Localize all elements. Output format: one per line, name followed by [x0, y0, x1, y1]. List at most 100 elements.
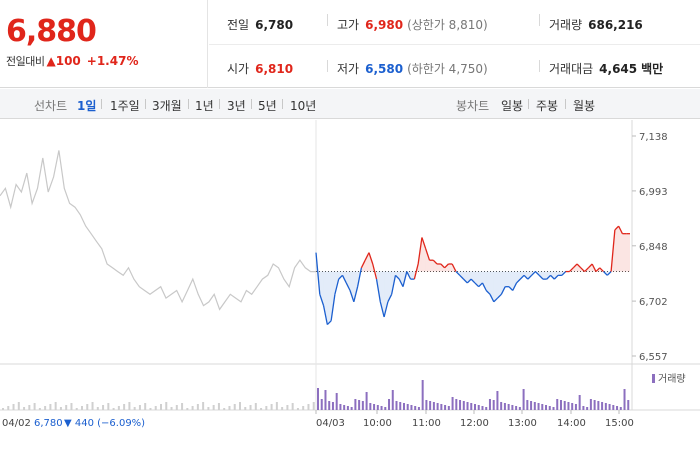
- up-area: [365, 252, 369, 272]
- stat-amount: 거래대금 4,645 백만: [549, 60, 663, 77]
- volume-bar: [335, 393, 338, 410]
- period-3y[interactable]: 3년: [227, 99, 246, 113]
- change-label: 전일대비: [6, 55, 45, 68]
- current-price-panel: 6,880 전일대비 ▲100 +1.47%: [0, 0, 208, 88]
- up-area: [448, 263, 453, 272]
- volume-bar: [331, 402, 334, 410]
- stat-value: 6,980: [365, 18, 404, 32]
- prev-volume-bar: [181, 403, 184, 410]
- down-area: [539, 271, 543, 280]
- down-area: [505, 271, 509, 287]
- prev-volume-bar: [265, 406, 268, 410]
- today-line-segment: [364, 252, 370, 261]
- prev-day-label: 04/02: [2, 418, 31, 429]
- volume-bar: [425, 400, 428, 410]
- up-area: [622, 233, 627, 272]
- today-line-segment: [546, 274, 552, 280]
- down-area: [399, 271, 404, 287]
- today-line-segment: [591, 263, 597, 272]
- today-line-segment: [334, 278, 340, 295]
- period-1w[interactable]: 1주일: [110, 99, 140, 113]
- today-line-segment: [360, 259, 366, 269]
- volume-bar: [541, 404, 544, 410]
- volume-bar: [369, 403, 372, 410]
- prev-volume-bar: [70, 403, 73, 410]
- today-line-segment: [572, 263, 578, 269]
- today-line-segment: [466, 278, 472, 284]
- prev-volume-bar: [117, 406, 120, 410]
- prev-volume-bar: [75, 408, 78, 410]
- period-1y[interactable]: 1년: [195, 99, 214, 113]
- volume-bar: [384, 407, 387, 410]
- x-tick-label: 13:00: [508, 418, 537, 429]
- volume-bar: [578, 395, 581, 410]
- y-tick-label: 6,702: [639, 297, 668, 308]
- down-area: [459, 271, 464, 280]
- up-area: [437, 263, 441, 272]
- volume-bar: [417, 407, 420, 410]
- period-toolbar: 선차트 1일 1주일 3개월 1년 3년 5년 10년 봉차트 일봉 주봉 월봉: [0, 89, 700, 119]
- stat-value: 686,216: [588, 18, 643, 32]
- volume-bar: [612, 405, 615, 410]
- period-3m[interactable]: 3개월: [152, 99, 182, 113]
- prev-volume-bar: [196, 404, 199, 410]
- volume-bar: [466, 402, 469, 410]
- volume-bar: [455, 399, 458, 410]
- volume-bar: [488, 399, 491, 410]
- candle-chart-title: 봉차트: [456, 99, 490, 113]
- divider: [101, 99, 102, 109]
- today-line-segment: [561, 271, 567, 276]
- volume-bar: [317, 388, 319, 410]
- price-chart[interactable]: 7,138 6,993 6,848 6,702 6,557 04/03 10:00 11:00…: [0, 120, 700, 450]
- period-5y[interactable]: 5년: [258, 99, 277, 113]
- candle-weekly[interactable]: 주봉: [536, 99, 559, 113]
- prev-volume-bar: [254, 403, 257, 410]
- down-area: [558, 271, 562, 276]
- candle-monthly[interactable]: 월봉: [573, 99, 596, 113]
- volume-bar: [328, 401, 331, 410]
- prev-volume-bar: [175, 405, 178, 410]
- volume-bar: [623, 389, 626, 410]
- down-area: [387, 271, 392, 302]
- volume-bar: [395, 401, 398, 410]
- prev-volume-bar: [96, 407, 99, 410]
- today-line-segment: [538, 274, 544, 280]
- volume-bar: [559, 400, 562, 410]
- up-area: [573, 263, 578, 272]
- today-line-segment: [587, 263, 593, 269]
- today-line-segment: [478, 282, 483, 288]
- divider: [565, 99, 566, 109]
- today-line-segment: [516, 278, 521, 284]
- prev-volume-bar: [12, 404, 15, 410]
- today-line-segment: [402, 271, 408, 287]
- stat-label: 고가: [337, 18, 360, 32]
- prev-volume-bar: [81, 406, 83, 410]
- down-area: [395, 271, 400, 280]
- down-area: [490, 271, 494, 302]
- volume-bar: [485, 407, 488, 410]
- prev-volume-bar: [281, 407, 284, 410]
- candle-daily[interactable]: 일봉: [501, 99, 524, 113]
- today-line-segment: [319, 294, 325, 306]
- volume-bar: [380, 406, 383, 410]
- prev-volume-bar: [138, 405, 141, 410]
- prev-volume-bar: [112, 408, 115, 410]
- prev-day-close: 6,780: [34, 418, 63, 429]
- stat-high: 고가 6,980 (상한가 8,810): [337, 16, 488, 33]
- today-line-segment: [603, 271, 608, 276]
- line-chart-title: 선차트: [34, 99, 68, 113]
- volume-bar: [354, 399, 357, 410]
- period-1d[interactable]: 1일: [77, 99, 97, 113]
- down-area: [319, 271, 324, 306]
- today-line-segment: [375, 279, 381, 302]
- divider: [282, 99, 283, 109]
- volume-bar: [474, 404, 476, 410]
- down-area: [478, 271, 483, 287]
- y-tick-label: 6,848: [639, 242, 668, 253]
- period-10y[interactable]: 10년: [290, 99, 317, 113]
- today-line-segment: [338, 274, 343, 280]
- today-line-segment: [523, 274, 529, 280]
- divider: [539, 60, 540, 72]
- volume-bar: [440, 404, 443, 410]
- volume-bar: [414, 406, 417, 410]
